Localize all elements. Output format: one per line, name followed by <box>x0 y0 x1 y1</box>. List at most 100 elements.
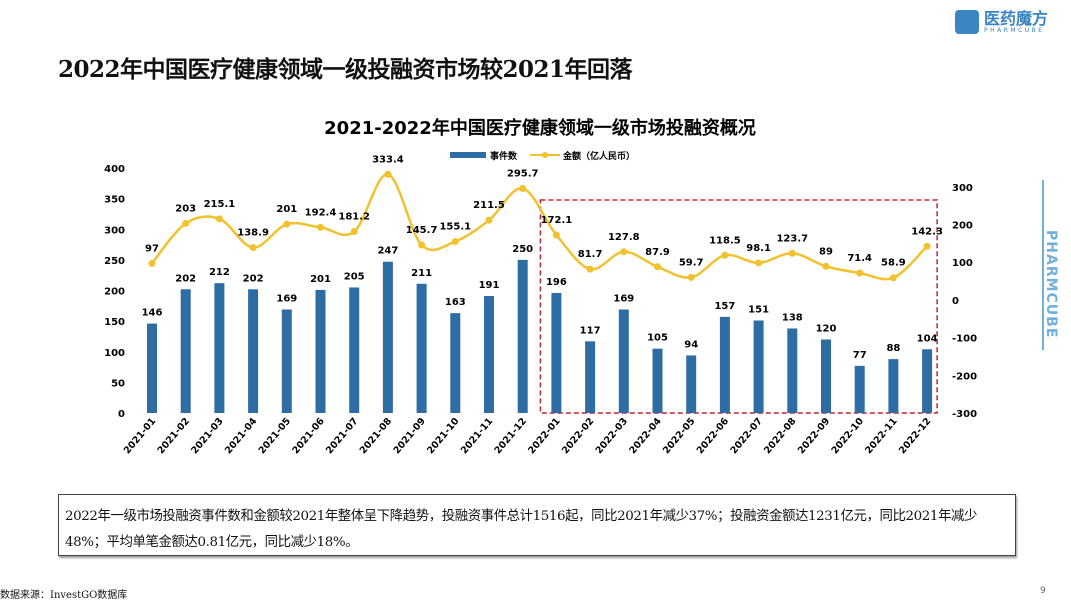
x-tick-label: 2021-04 <box>223 416 260 457</box>
line-point <box>721 251 729 259</box>
cube-icon <box>955 10 979 34</box>
x-tick-label: 2021-03 <box>189 416 225 456</box>
bar <box>888 359 899 413</box>
left-axis-tick: 400 <box>104 164 125 175</box>
line-label: 123.7 <box>776 233 808 244</box>
legend-line-label: 金额（亿人民币） <box>562 150 635 162</box>
bar <box>315 289 326 413</box>
bar <box>248 289 259 413</box>
bar <box>719 316 730 413</box>
bar-label: 191 <box>479 280 500 291</box>
bar <box>686 355 697 413</box>
highlight-box <box>539 199 938 414</box>
x-tick-label: 2022-06 <box>695 416 732 457</box>
x-tick-label: 2022-02 <box>560 416 596 456</box>
bar-label: 146 <box>142 308 163 319</box>
line-label: 295.7 <box>507 168 539 179</box>
line-label: 211.5 <box>473 200 505 211</box>
bar-label: 212 <box>209 267 230 278</box>
bar-label: 117 <box>580 325 601 336</box>
bar-label: 88 <box>886 343 900 354</box>
x-tick-label: 2022-12 <box>897 416 933 456</box>
bar-label: 202 <box>175 273 196 284</box>
x-tick-label: 2021-12 <box>493 416 529 456</box>
bar <box>450 313 461 413</box>
bar <box>585 341 596 413</box>
line-point <box>822 262 830 270</box>
line-label: 118.5 <box>709 235 741 246</box>
bar <box>753 320 764 413</box>
bar-label: 169 <box>276 293 297 304</box>
line-label: 333.4 <box>372 154 404 165</box>
line-label: 127.8 <box>608 232 640 243</box>
line-label: 172.1 <box>541 215 573 226</box>
bar <box>147 323 157 413</box>
bar-label: 157 <box>714 301 735 312</box>
x-tick-label: 2022-10 <box>830 416 867 457</box>
data-source: 数据来源：InvestGO数据库 <box>0 590 128 601</box>
x-tick-label: 2021-09 <box>391 416 427 456</box>
x-tick-label: 2022-07 <box>728 416 764 456</box>
line-label: 89 <box>819 246 833 257</box>
pharmcube-logo: 医药魔方 PHARMCUBE <box>955 10 1048 34</box>
left-axis-tick: 0 <box>118 409 125 420</box>
line-point <box>182 219 190 227</box>
bar <box>484 296 494 413</box>
right-axis-tick: 0 <box>952 296 959 307</box>
bar-label: 211 <box>411 268 432 279</box>
bar <box>214 283 225 413</box>
summary-box: 2022年一级市场投融资事件数和金额较2021年整体呈下降趋势，投融资事件总计1… <box>58 494 1016 556</box>
x-tick-label: 2022-11 <box>863 416 899 456</box>
line-point <box>586 265 594 273</box>
line-label: 138.9 <box>237 228 269 239</box>
line-point <box>451 237 459 245</box>
x-tick-label: 2022-05 <box>661 416 697 456</box>
bar <box>517 259 528 413</box>
bar <box>551 292 562 413</box>
bar <box>618 309 629 413</box>
line-label: 215.1 <box>204 199 236 210</box>
x-tick-label: 2022-04 <box>627 416 664 457</box>
line-point <box>485 216 493 224</box>
side-brand: PHARMCUBE <box>1043 230 1059 339</box>
line-point <box>283 220 291 228</box>
bar-label: 205 <box>344 271 365 282</box>
x-tick-label: 2022-03 <box>594 416 630 456</box>
line-point <box>519 184 527 192</box>
bar-label: 163 <box>445 297 466 308</box>
right-axis-tick: 300 <box>952 183 973 194</box>
left-axis-tick: 300 <box>104 225 125 236</box>
x-tick-label: 2021-11 <box>459 416 495 456</box>
line-point <box>148 259 156 267</box>
line-point <box>654 263 661 271</box>
bar <box>281 309 292 413</box>
bar-label: 169 <box>613 293 634 304</box>
legend-bar-label: 事件数 <box>490 150 518 162</box>
bar-label: 250 <box>512 244 533 255</box>
bar-label: 138 <box>782 312 803 323</box>
logo-cn: 医药魔方 <box>984 9 1049 28</box>
bar-label: 94 <box>684 339 698 350</box>
bar <box>787 328 798 413</box>
x-tick-label: 2021-06 <box>290 416 327 457</box>
line-point <box>755 259 763 267</box>
bar <box>652 348 663 413</box>
legend-bar-swatch <box>450 152 486 158</box>
line-label: 98.1 <box>746 243 771 254</box>
bar-label: 202 <box>243 273 264 284</box>
x-tick-label: 2021-01 <box>122 416 158 456</box>
line-label: 145.7 <box>406 225 438 236</box>
bar-label: 201 <box>310 274 331 285</box>
bar <box>821 339 831 413</box>
bar-label: 196 <box>546 277 567 288</box>
bar-label: 77 <box>853 350 867 361</box>
left-axis-tick: 250 <box>104 256 125 267</box>
page-number: 9 <box>1040 586 1046 596</box>
line-label: 201 <box>276 204 297 215</box>
bar-label: 247 <box>377 246 398 257</box>
x-tick-label: 2022-08 <box>762 416 799 457</box>
x-tick-label: 2021-08 <box>358 416 395 457</box>
bar-label: 120 <box>816 324 837 335</box>
bar <box>416 283 427 413</box>
line-label: 97 <box>145 243 159 254</box>
